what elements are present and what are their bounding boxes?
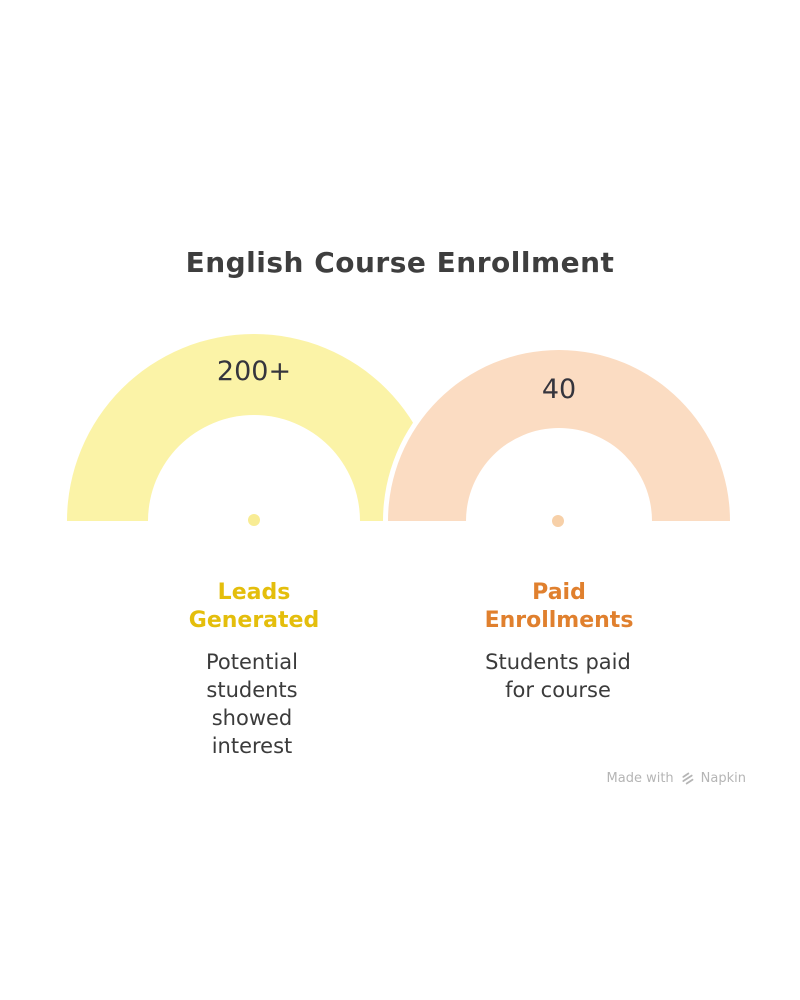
watermark: Made with Napkin bbox=[607, 771, 746, 786]
gauge-pivot-dot bbox=[248, 514, 260, 526]
gauge-label: Paid Enrollments bbox=[484, 580, 634, 633]
gauge-description: Potential students showed interest bbox=[206, 650, 298, 758]
gauge-label: Leads Generated bbox=[188, 580, 320, 633]
watermark-brand: Napkin bbox=[700, 771, 746, 786]
chart-title: English Course Enrollment bbox=[185, 246, 615, 279]
napkin-logo-icon bbox=[680, 771, 695, 786]
gauge-value: 40 bbox=[541, 374, 577, 405]
gauge-pivot-dot bbox=[552, 515, 564, 527]
gauge-value: 200+ bbox=[216, 356, 292, 387]
watermark-prefix: Made with bbox=[606, 771, 674, 786]
gauge-description: Students paid for course bbox=[485, 650, 631, 702]
